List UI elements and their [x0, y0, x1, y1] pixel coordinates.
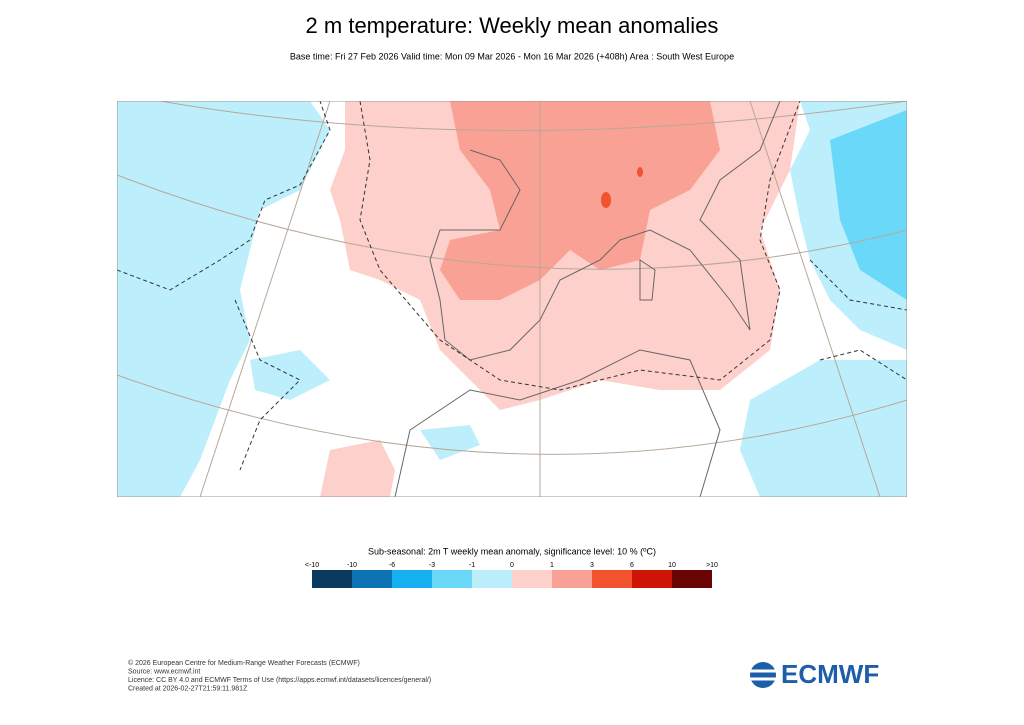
- warm-area-strong: [440, 101, 720, 300]
- cool-area: [117, 101, 330, 497]
- colorbar-swatch: [512, 570, 552, 588]
- cool-area: [740, 360, 907, 497]
- logo: ECMWF: [750, 659, 879, 689]
- colorbar-label: -10: [347, 562, 357, 569]
- colorbar-label: 6: [630, 562, 634, 569]
- colorbar-swatch: [392, 570, 432, 588]
- colorbar-label: <-10: [305, 562, 319, 569]
- map: [117, 101, 907, 497]
- colorbar-swatch: [432, 570, 472, 588]
- colorbar-label: 1: [550, 562, 554, 569]
- cool-area-strong: [830, 110, 907, 300]
- colorbar-swatch: [472, 570, 512, 588]
- subtitle: Base time: Fri 27 Feb 2026 Valid time: M…: [290, 51, 734, 61]
- warm-spot: [637, 167, 643, 177]
- colorbar-label: -6: [389, 562, 395, 569]
- colorbar-label: -3: [429, 562, 435, 569]
- legend-title: Sub-seasonal: 2m T weekly mean anomaly, …: [368, 546, 656, 556]
- warm-area: [320, 440, 395, 497]
- colorbar-label: >10: [706, 562, 718, 569]
- colorbar-label: -1: [469, 562, 475, 569]
- cool-area: [420, 425, 480, 460]
- colorbar-swatch: [672, 570, 712, 588]
- colorbar: <-10 -10 -6 -3 -1 0 1 3 6 10 >10: [305, 562, 718, 588]
- footer-line: Created at 2026-02-27T21:59:11.981Z: [128, 685, 248, 692]
- logo-text: ECMWF: [781, 659, 879, 689]
- colorbar-label: 10: [668, 562, 676, 569]
- footer-line: Licence: CC BY 4.0 and ECMWF Terms of Us…: [128, 677, 431, 684]
- colorbar-swatch: [352, 570, 392, 588]
- graticule: [117, 101, 907, 497]
- significance-contour: [117, 101, 907, 471]
- title: 2 m temperature: Weekly mean anomalies: [306, 13, 719, 38]
- colorbar-label: 0: [510, 562, 514, 569]
- colorbar-swatch: [312, 570, 352, 588]
- footer: © 2026 European Centre for Medium-Range …: [128, 659, 431, 693]
- footer-line: © 2026 European Centre for Medium-Range …: [128, 659, 360, 667]
- colorbar-swatch: [552, 570, 592, 588]
- coastline: [394, 101, 781, 497]
- colorbar-swatch: [632, 570, 672, 588]
- colorbar-swatch: [592, 570, 632, 588]
- colorbar-label: 3: [590, 562, 594, 569]
- footer-line: Source: www.ecmwf.int: [128, 668, 200, 675]
- warm-spot: [601, 192, 611, 208]
